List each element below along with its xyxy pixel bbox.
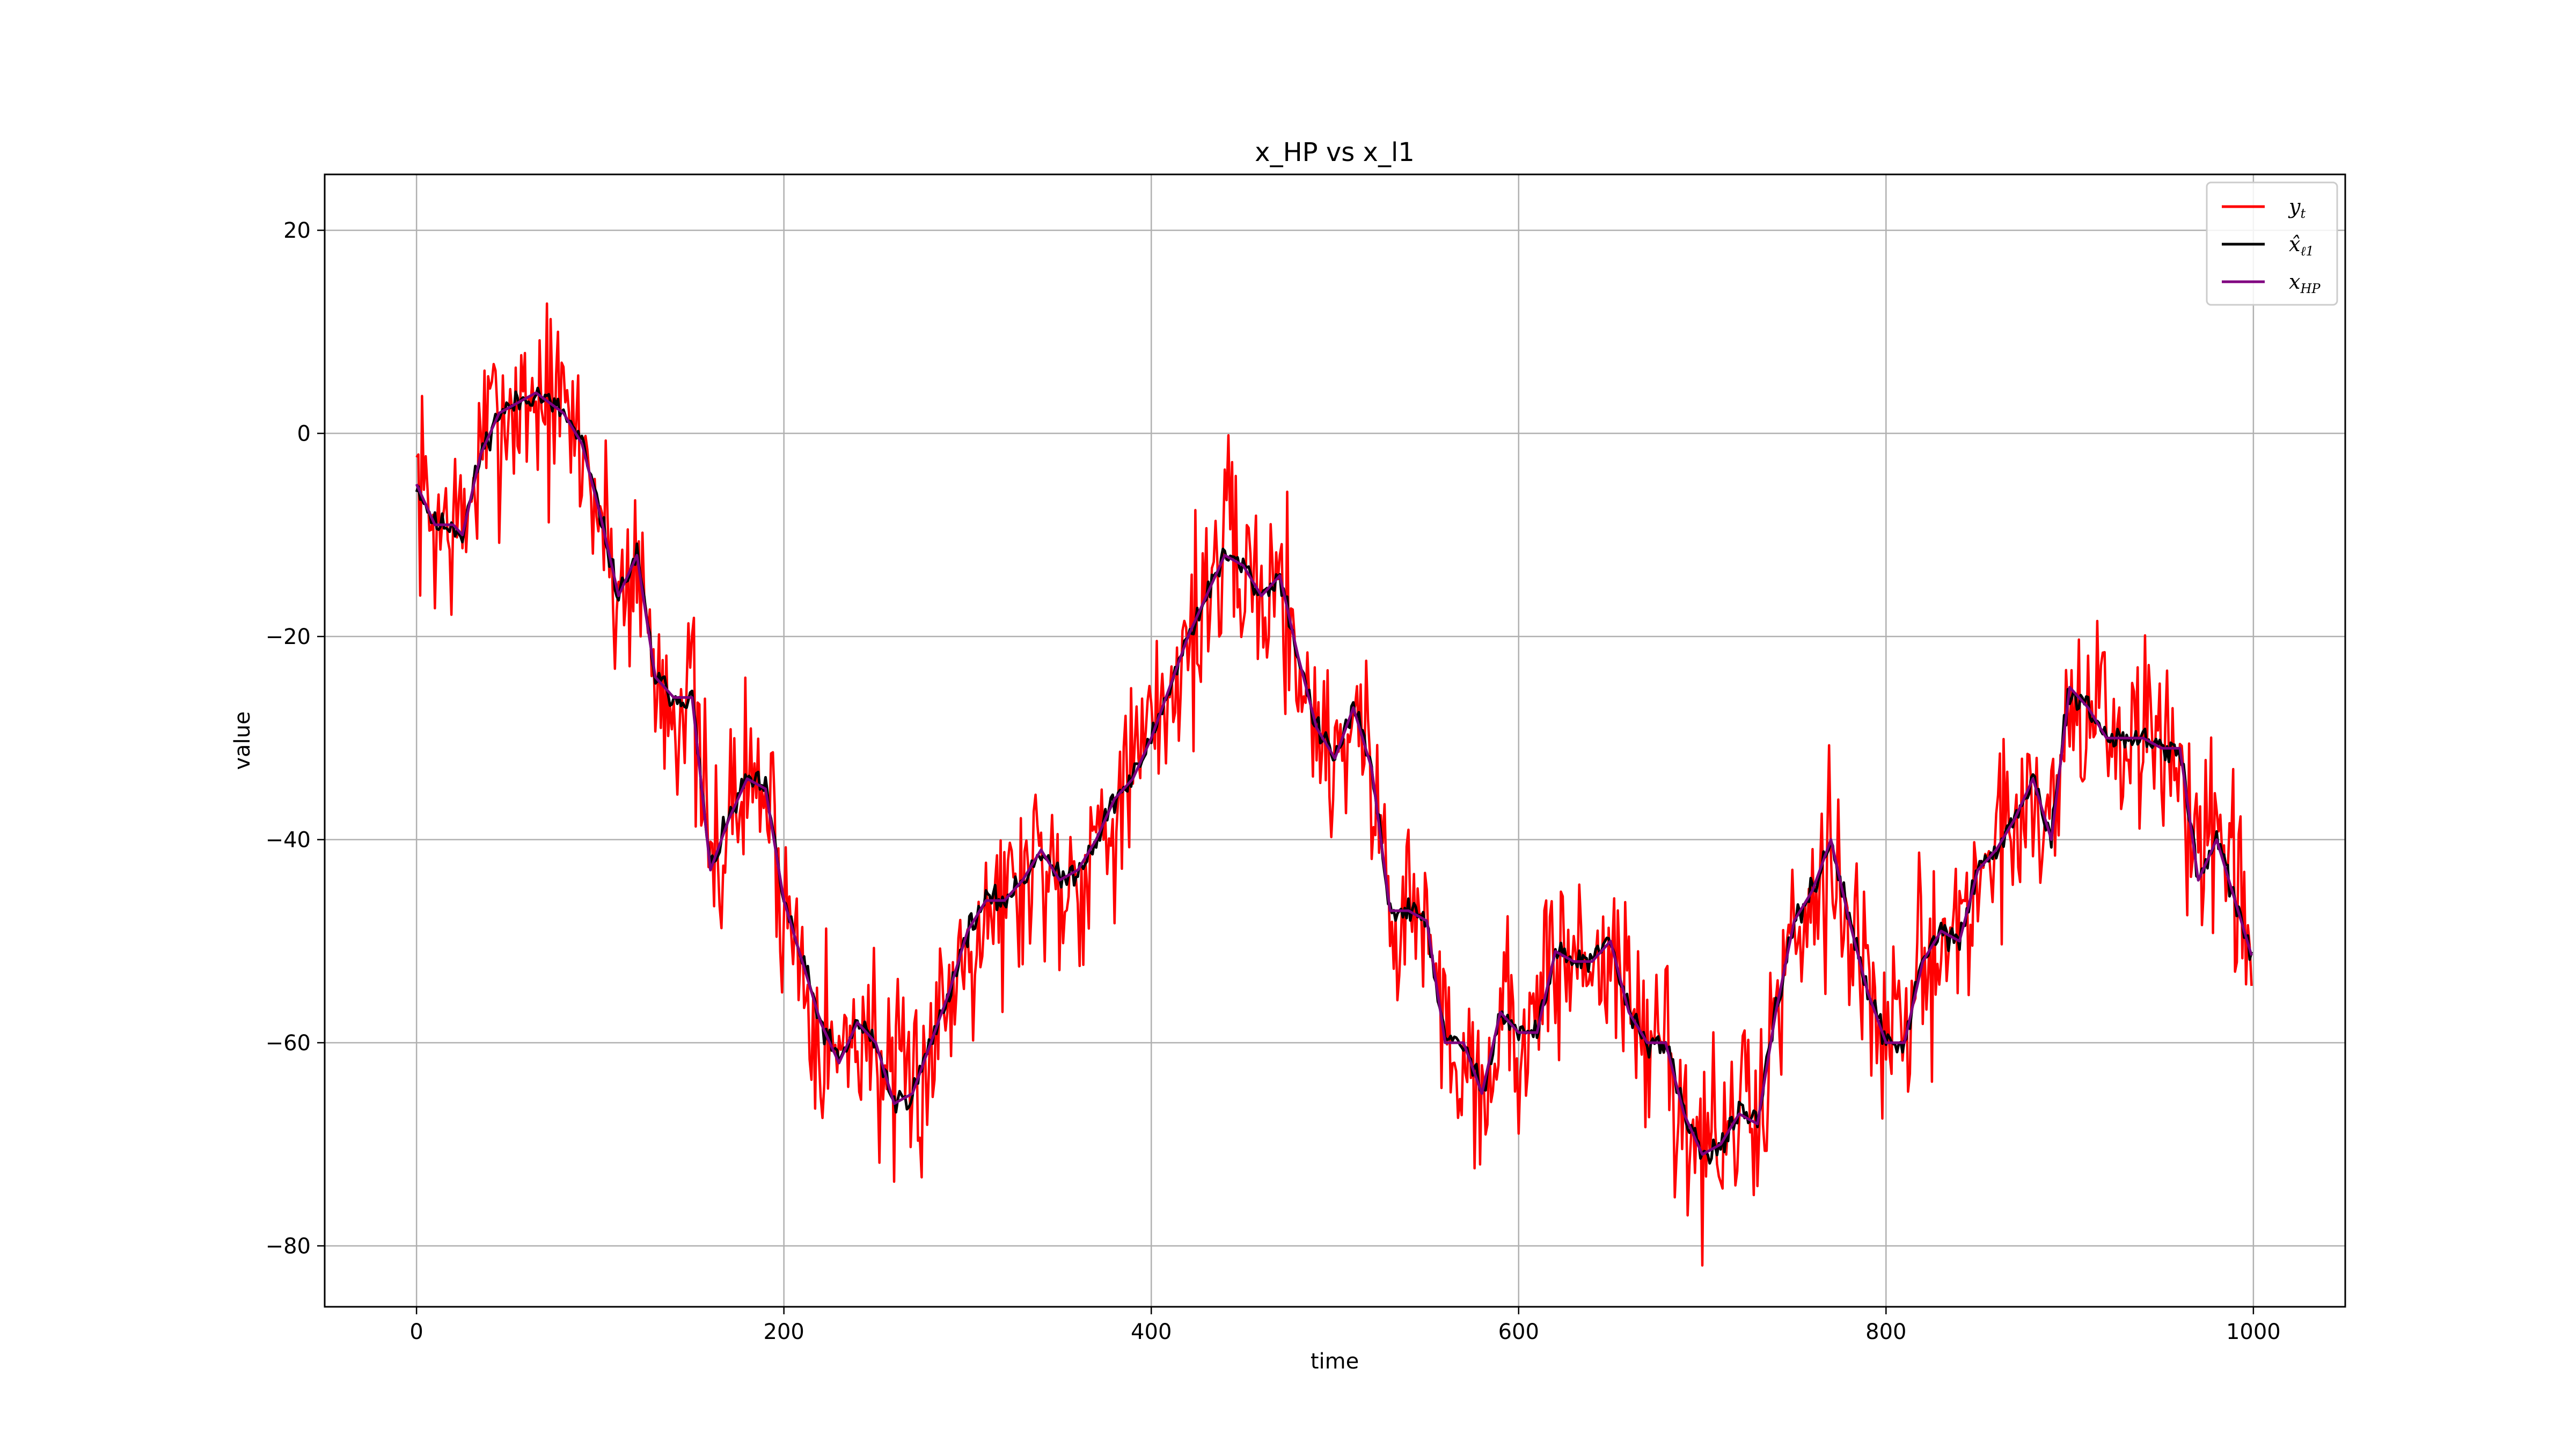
x-tick-label: 0 <box>409 1320 423 1344</box>
y-tick-label: −40 <box>266 828 311 853</box>
y-axis-label: value <box>230 711 255 770</box>
y-tick-label: 0 <box>297 422 311 447</box>
series-line-l1 <box>415 386 2253 1165</box>
legend: yt x̂ℓ1 xHP <box>2206 181 2338 306</box>
grid <box>325 174 2345 1307</box>
legend-label-l1: x̂ℓ1 <box>2289 232 2314 259</box>
x-tick-label: 200 <box>764 1320 804 1344</box>
legend-label-hp: xHP <box>2289 270 2321 296</box>
x-tick-label: 800 <box>1865 1320 1906 1344</box>
y-tick-label: −60 <box>266 1031 311 1056</box>
x-tick-label: 600 <box>1498 1320 1539 1344</box>
chart-title: x_HP vs x_l1 <box>1255 137 1415 167</box>
series-line-y <box>415 302 2253 1267</box>
x-axis-label: time <box>1311 1349 1359 1374</box>
legend-box <box>2206 181 2338 306</box>
y-tick-label: −80 <box>266 1234 311 1258</box>
ticks: 0 200 400 600 800 1000 −80 −60 −40 −20 0 20 <box>266 218 2281 1344</box>
plot-frame <box>324 173 2346 1308</box>
series-line-hp <box>415 391 2253 1156</box>
legend-label-y: yt <box>2288 195 2306 221</box>
y-tick-label: 20 <box>283 218 311 243</box>
series-group <box>415 302 2253 1267</box>
x-tick-label: 400 <box>1131 1320 1172 1344</box>
x-tick-label: 1000 <box>2226 1320 2281 1344</box>
y-tick-label: −20 <box>266 625 311 649</box>
